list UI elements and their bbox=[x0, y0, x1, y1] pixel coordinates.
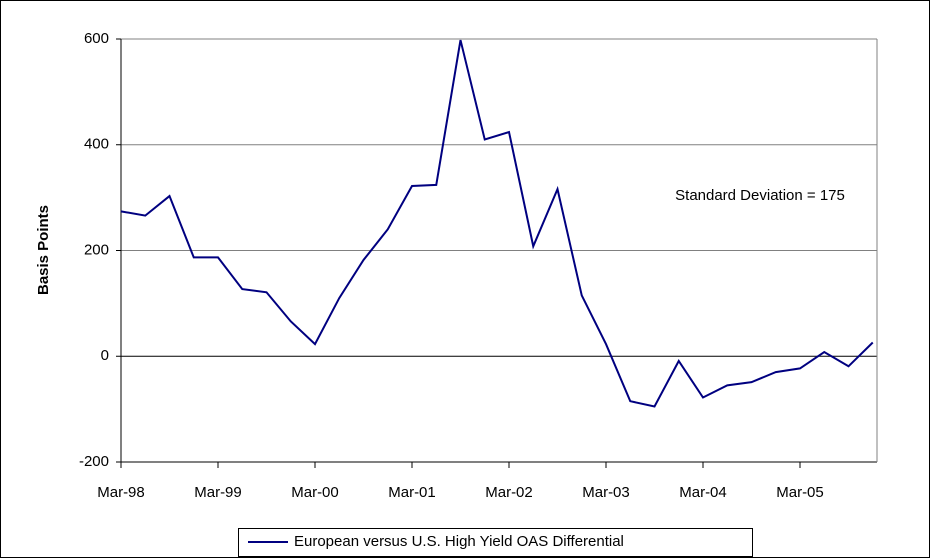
y-axis-title: Basis Points bbox=[35, 205, 52, 295]
x-tick-label: Mar-03 bbox=[582, 484, 630, 501]
x-tick-label: Mar-01 bbox=[388, 484, 436, 501]
x-tick-label: Mar-00 bbox=[291, 484, 339, 501]
x-tick-label: Mar-05 bbox=[776, 484, 824, 501]
legend-label: European versus U.S. High Yield OAS Diff… bbox=[294, 533, 624, 550]
y-tick-label: -200 bbox=[79, 453, 109, 470]
data-line bbox=[120, 39, 874, 408]
y-tick-label: 600 bbox=[84, 30, 109, 47]
legend-box bbox=[238, 528, 753, 557]
y-tick-label: 0 bbox=[101, 347, 109, 364]
x-tick-label: Mar-04 bbox=[679, 484, 727, 501]
annotation: Standard Deviation = 175 bbox=[675, 187, 845, 204]
x-tick-label: Mar-98 bbox=[97, 484, 145, 501]
x-tick-label: Mar-02 bbox=[485, 484, 533, 501]
y-tick-label: 200 bbox=[84, 241, 109, 258]
x-tick-label: Mar-99 bbox=[194, 484, 242, 501]
y-tick-label: 400 bbox=[84, 136, 109, 153]
